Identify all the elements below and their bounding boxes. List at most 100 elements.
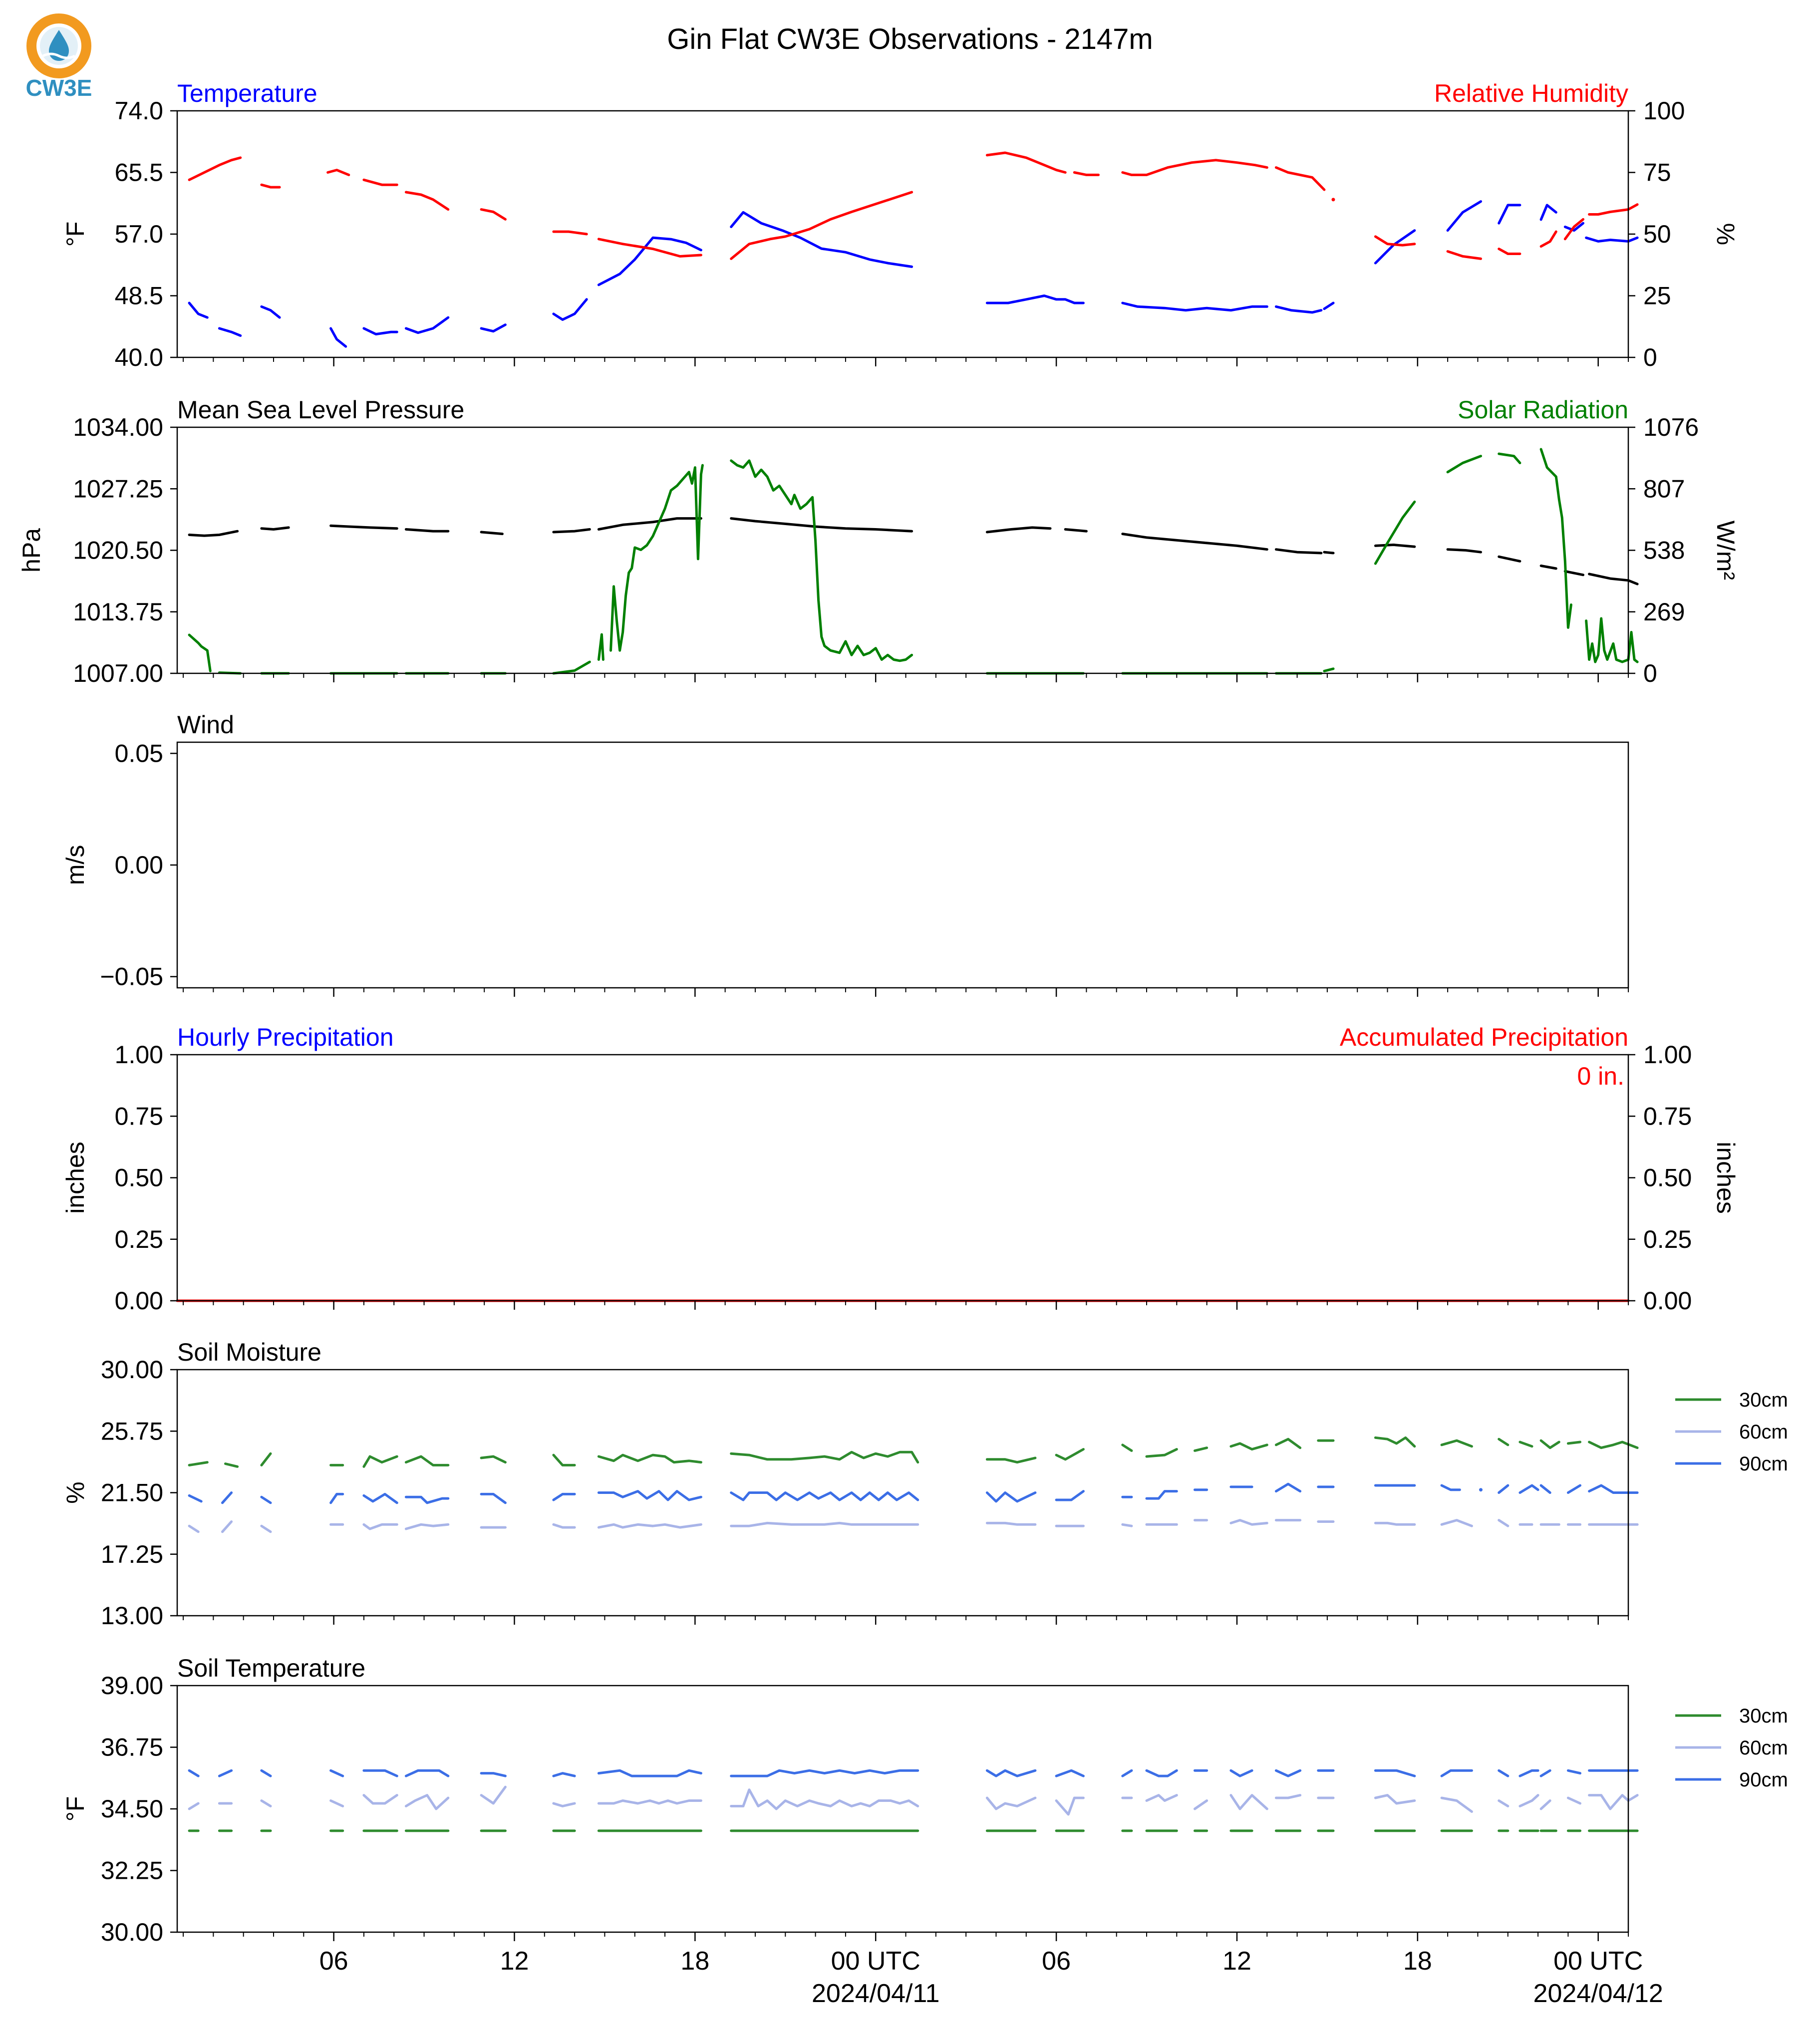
series-line-segment [1498,555,1521,563]
y-tick-label: 0.00 [115,1287,163,1315]
x-tick-label: 12 [1222,1947,1251,1976]
series-line-segment [597,238,702,258]
series-line-segment [1374,500,1416,565]
panel-soil_temperature: 30.00 32.25 34.50 36.75 39.00 Soil Temperatur… [61,1654,1788,2008]
legend-label: 60cm [1739,1737,1788,1759]
series-line-segment [597,1769,702,1777]
series-temperature-left [188,200,1639,348]
series-line-segment [188,1769,200,1777]
series-line-segment [552,1802,576,1807]
series-line-segment [221,1520,233,1533]
series-line-segment [1588,1441,1639,1449]
series-line-segment [1374,544,1416,548]
series-line-segment [1374,1794,1416,1805]
y-tick-label: 57.0 [115,220,163,248]
series-line-segment [552,1492,576,1501]
panel-title-left: Mean Sea Level Pressure [177,396,464,424]
series-line-segment [1498,1438,1510,1447]
panel-title-right: Accumulated Precipitation [1340,1023,1628,1051]
series-line-segment [362,178,398,186]
y-right-tick-label: 50 [1643,220,1671,248]
series-line-segment [1539,204,1557,221]
series-line-segment [1374,1436,1416,1448]
series-line-segment [1374,1769,1416,1777]
series-line-segment [404,1794,450,1810]
series-line-segment [326,169,350,176]
series-line-segment [1440,1439,1473,1448]
series-line-segment [1121,533,1268,551]
series-line-segment [1563,570,1584,577]
series-line-segment [730,1788,919,1810]
y-tick-label: 0.00 [115,851,163,879]
series-line-segment [730,211,913,268]
series-line-segment [985,1456,1037,1464]
y-tick-label: 34.50 [101,1795,163,1823]
series-line-segment [985,294,1085,304]
series-line-segment [1563,222,1584,232]
series-line-segment [404,1769,450,1777]
y-right-tick-label: 538 [1643,537,1685,565]
panel-title-left: Temperature [177,79,317,107]
series-line-segment [1440,1519,1473,1527]
series-line-segment [1374,1521,1416,1526]
series-line-segment [1229,1519,1268,1526]
series-line-segment [552,1523,576,1529]
series-line-segment [221,1491,233,1504]
series-line-segment [1145,1448,1178,1458]
series-line-segment [1055,1448,1085,1461]
y-tick-label: −0.05 [100,963,163,991]
series-line-segment [1121,301,1268,312]
series-line-segment [329,1799,344,1807]
series-line-segment [985,1521,1037,1526]
series-line-segment [1323,551,1335,555]
series-line-segment [260,526,290,531]
series-line-segment [1446,200,1482,232]
series-line-segment [188,530,239,537]
series-line-segment [985,1796,1037,1810]
series-line-segment [404,316,450,334]
series-line-segment [329,1769,344,1777]
series-line-segment [552,1772,576,1777]
series-line-segment [404,528,450,533]
series-line-segment [597,633,605,661]
legend-label: 90cm [1739,1453,1788,1475]
series-line-segment [1145,1794,1178,1802]
x-tick-label: 06 [319,1947,348,1976]
series-line-segment [1498,204,1521,225]
series-line-segment [597,517,702,531]
series-line-segment [1446,548,1482,554]
series-line-segment [362,1769,398,1777]
panel-title-left: Wind [177,711,234,739]
series-line-segment [188,1494,203,1503]
y-tick-label: 21.50 [101,1479,163,1507]
chart-panels: 40.0 48.5 57.0 65.5 74.0 0 25 50 75 100 Temperatur… [17,79,1788,2008]
series-line-segment [1588,573,1639,585]
series-line-segment [404,1523,450,1530]
y-tick-label: 17.25 [101,1540,163,1568]
series-line-segment [730,459,913,662]
series-line-segment [552,1453,576,1466]
series-line-segment [1274,548,1323,555]
y-tick-label: 40.0 [115,343,163,371]
series-temperature-right [188,151,1639,260]
series-soil_moisture-90cm [188,1482,1639,1504]
series-line-segment [552,230,588,236]
series-line-segment [1588,203,1639,216]
x-tick-label: 18 [680,1947,709,1976]
figure-title: Gin Flat CW3E Observations - 2147m [667,23,1153,55]
series-line-segment [985,526,1052,534]
y-tick-label: 1007.00 [73,659,163,687]
x-date-label: 2024/04/12 [1533,1979,1663,2008]
series-line-segment [1440,1796,1473,1813]
series-line-segment [1121,1444,1133,1452]
series-line-segment [730,1491,919,1501]
series-line-segment [480,1492,507,1504]
y-tick-label: 0.75 [115,1102,163,1130]
series-line-segment [1566,1441,1581,1445]
y-tick-label: 48.5 [115,282,163,310]
series-line-segment [1539,230,1557,248]
series-line-segment [1585,617,1639,663]
series-line-segment [1194,1799,1209,1810]
y-tick-label: 1.00 [115,1041,163,1069]
y-right-axis-label: % [1712,223,1740,245]
